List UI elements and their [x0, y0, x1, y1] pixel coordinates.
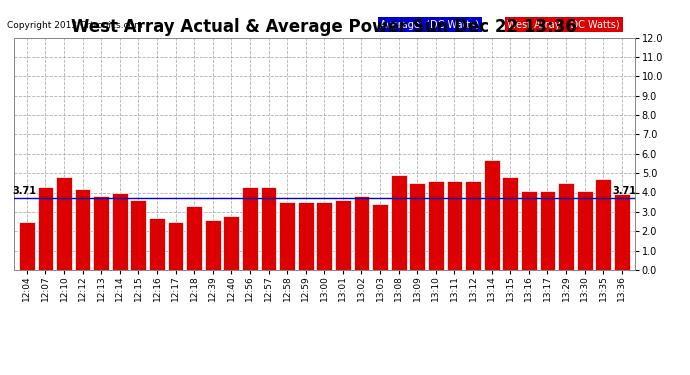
Bar: [242, 187, 258, 270]
Bar: [577, 190, 593, 270]
Bar: [56, 177, 72, 270]
Bar: [149, 217, 165, 270]
Bar: [37, 187, 53, 270]
Bar: [335, 200, 351, 270]
Bar: [224, 216, 239, 270]
Bar: [372, 204, 388, 270]
Bar: [261, 187, 277, 270]
Bar: [595, 179, 611, 270]
Title: West Array Actual & Average Power Sun Dec 22 13:36: West Array Actual & Average Power Sun De…: [72, 18, 577, 36]
Text: West Array  (DC Watts): West Array (DC Watts): [508, 20, 620, 30]
Bar: [168, 222, 184, 270]
Text: 3.71: 3.71: [12, 186, 36, 196]
Bar: [93, 196, 109, 270]
Bar: [205, 220, 221, 270]
Bar: [409, 183, 425, 270]
Text: 3.71: 3.71: [613, 186, 637, 196]
Bar: [279, 202, 295, 270]
Bar: [484, 160, 500, 270]
Bar: [130, 200, 146, 270]
Bar: [19, 222, 34, 270]
Bar: [540, 190, 555, 270]
Text: Copyright 2013 Crtronics.com: Copyright 2013 Crtronics.com: [7, 21, 143, 30]
Bar: [317, 202, 332, 270]
Bar: [502, 177, 518, 270]
Bar: [428, 181, 444, 270]
Bar: [521, 190, 537, 270]
Bar: [446, 181, 462, 270]
Bar: [558, 183, 574, 270]
Text: Average  (DC Watts): Average (DC Watts): [380, 20, 480, 30]
Bar: [465, 181, 481, 270]
Bar: [298, 202, 314, 270]
Bar: [614, 194, 630, 270]
Bar: [112, 192, 128, 270]
Bar: [186, 206, 202, 270]
Bar: [391, 175, 406, 270]
Bar: [353, 196, 369, 270]
Bar: [75, 189, 90, 270]
